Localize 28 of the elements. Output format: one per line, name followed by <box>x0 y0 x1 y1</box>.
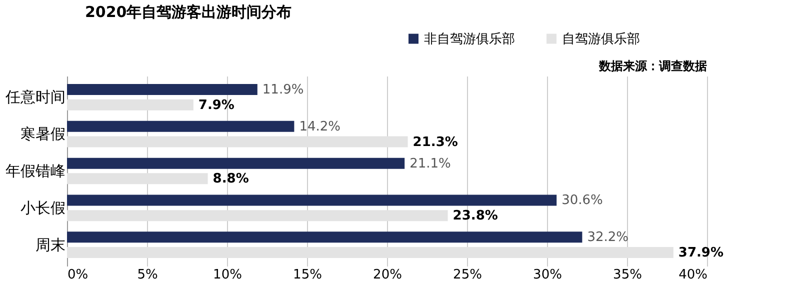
source-note: 数据来源：调查数据 <box>598 59 707 73</box>
y-tick-label: 小长假 <box>20 198 66 217</box>
x-tick-label: 30% <box>533 268 562 282</box>
x-tick-label: 0% <box>68 268 88 282</box>
data-label: 21.1% <box>410 156 451 172</box>
y-tick-label: 寒暑假 <box>20 125 66 144</box>
y-tick-label: 周末 <box>36 236 66 254</box>
x-tick-label: 25% <box>453 268 482 282</box>
data-label: 8.8% <box>212 172 249 187</box>
data-label: 32.2% <box>587 230 629 246</box>
x-tick-label: 15% <box>293 268 322 282</box>
data-label: 37.9% <box>678 245 724 260</box>
y-tick-label: 年假错峰 <box>6 162 66 180</box>
y-tick-label: 任意时间 <box>4 88 66 106</box>
legend-label: 非自驾游俱乐部 <box>424 32 515 47</box>
data-label: 11.9% <box>262 82 304 98</box>
data-label: 23.8% <box>452 208 498 224</box>
data-label: 30.6% <box>562 193 603 208</box>
x-tick-label: 5% <box>137 268 158 282</box>
x-tick-label: 10% <box>213 268 242 282</box>
x-tick-label: 35% <box>613 268 642 282</box>
x-tick-label: 40% <box>678 268 708 282</box>
data-label: 21.3% <box>412 134 458 150</box>
data-label: 14.2% <box>299 119 341 134</box>
chart-title: 2020年自驾游客出游时间分布 <box>85 3 292 21</box>
data-label: 7.9% <box>198 98 234 113</box>
legend-label: 自驾游俱乐部 <box>562 32 640 47</box>
x-tick-label: 20% <box>373 268 402 282</box>
